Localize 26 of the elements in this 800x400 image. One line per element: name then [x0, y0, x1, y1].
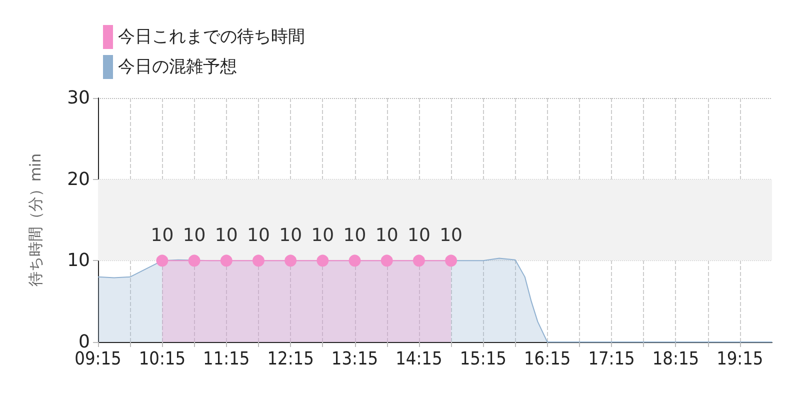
- y-tick-label: 10: [67, 250, 90, 272]
- data-label: 10: [150, 225, 174, 246]
- x-tick-label: 11:15: [203, 348, 250, 370]
- data-label: 10: [408, 225, 430, 246]
- data-label: 10: [214, 225, 238, 246]
- data-label: 10: [375, 225, 398, 246]
- legend-label: 今日の混雑予想: [118, 57, 237, 77]
- x-tick-label: 12:15: [267, 348, 314, 370]
- legend-label: 今日これまでの待ち時間: [118, 27, 305, 47]
- data-label: 10: [182, 225, 206, 246]
- y-axis-title: 待ち時間（分）min: [26, 153, 44, 287]
- data-label: 10: [343, 225, 366, 246]
- data-label: 10: [279, 225, 302, 246]
- data-label: 10: [311, 225, 334, 246]
- x-tick-label: 17:15: [588, 348, 635, 370]
- y-tick-label: 30: [67, 88, 90, 108]
- x-tick-label: 16:15: [524, 348, 571, 370]
- data-label: 10: [247, 225, 270, 246]
- data-label: 10: [440, 225, 462, 246]
- y-tick-label: 20: [67, 168, 90, 190]
- x-tick-label: 13:15: [331, 348, 378, 370]
- x-tick-label: 15:15: [460, 348, 506, 370]
- x-tick-label: 18:15: [652, 348, 700, 370]
- x-tick-label: 10:15: [138, 348, 186, 370]
- x-tick-label: 19:15: [716, 348, 764, 370]
- x-tick-label: 14:15: [396, 348, 442, 370]
